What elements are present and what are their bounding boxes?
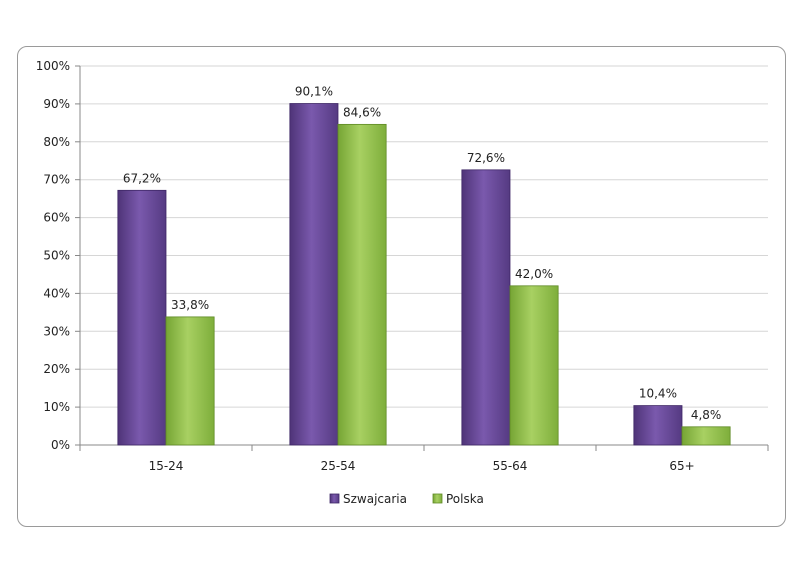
legend-swatch-polska bbox=[432, 493, 443, 504]
y-tick-label: 80% bbox=[43, 135, 70, 149]
data-label: 10,4% bbox=[639, 387, 677, 401]
data-label: 42,0% bbox=[515, 267, 553, 281]
bar-szwajcaria-15-24 bbox=[117, 189, 167, 446]
y-tick-label: 50% bbox=[43, 249, 70, 263]
bar-szwajcaria-55-64 bbox=[461, 169, 511, 446]
x-tick-label: 65+ bbox=[669, 459, 694, 473]
legend-swatch-szwajcaria bbox=[329, 493, 340, 504]
legend-label: Szwajcaria bbox=[343, 492, 407, 506]
data-label: 33,8% bbox=[171, 298, 209, 312]
bar-szwajcaria-25-54 bbox=[289, 103, 339, 446]
bar-polska-25-54 bbox=[337, 123, 387, 446]
y-tick-label: 70% bbox=[43, 173, 70, 187]
y-tick-label: 20% bbox=[43, 362, 70, 376]
y-tick-label: 100% bbox=[36, 59, 70, 73]
y-tick-label: 90% bbox=[43, 97, 70, 111]
data-label: 72,6% bbox=[467, 151, 505, 165]
data-label: 84,6% bbox=[343, 105, 381, 119]
data-label: 67,2% bbox=[123, 171, 161, 185]
bar-polska-15-24 bbox=[165, 316, 215, 446]
data-label: 4,8% bbox=[691, 408, 722, 422]
legend-label: Polska bbox=[446, 492, 484, 506]
x-tick-label: 55-64 bbox=[493, 459, 528, 473]
bar-szwajcaria-65+ bbox=[633, 405, 683, 446]
y-tick-label: 0% bbox=[51, 438, 70, 452]
data-label: 90,1% bbox=[295, 85, 333, 99]
bar-polska-65+ bbox=[681, 426, 731, 446]
x-tick-label: 15-24 bbox=[149, 459, 184, 473]
y-tick-label: 10% bbox=[43, 400, 70, 414]
x-tick-label: 25-54 bbox=[321, 459, 356, 473]
y-tick-label: 30% bbox=[43, 324, 70, 338]
y-tick-label: 60% bbox=[43, 211, 70, 225]
y-tick-label: 40% bbox=[43, 286, 70, 300]
bar-polska-55-64 bbox=[509, 285, 559, 446]
